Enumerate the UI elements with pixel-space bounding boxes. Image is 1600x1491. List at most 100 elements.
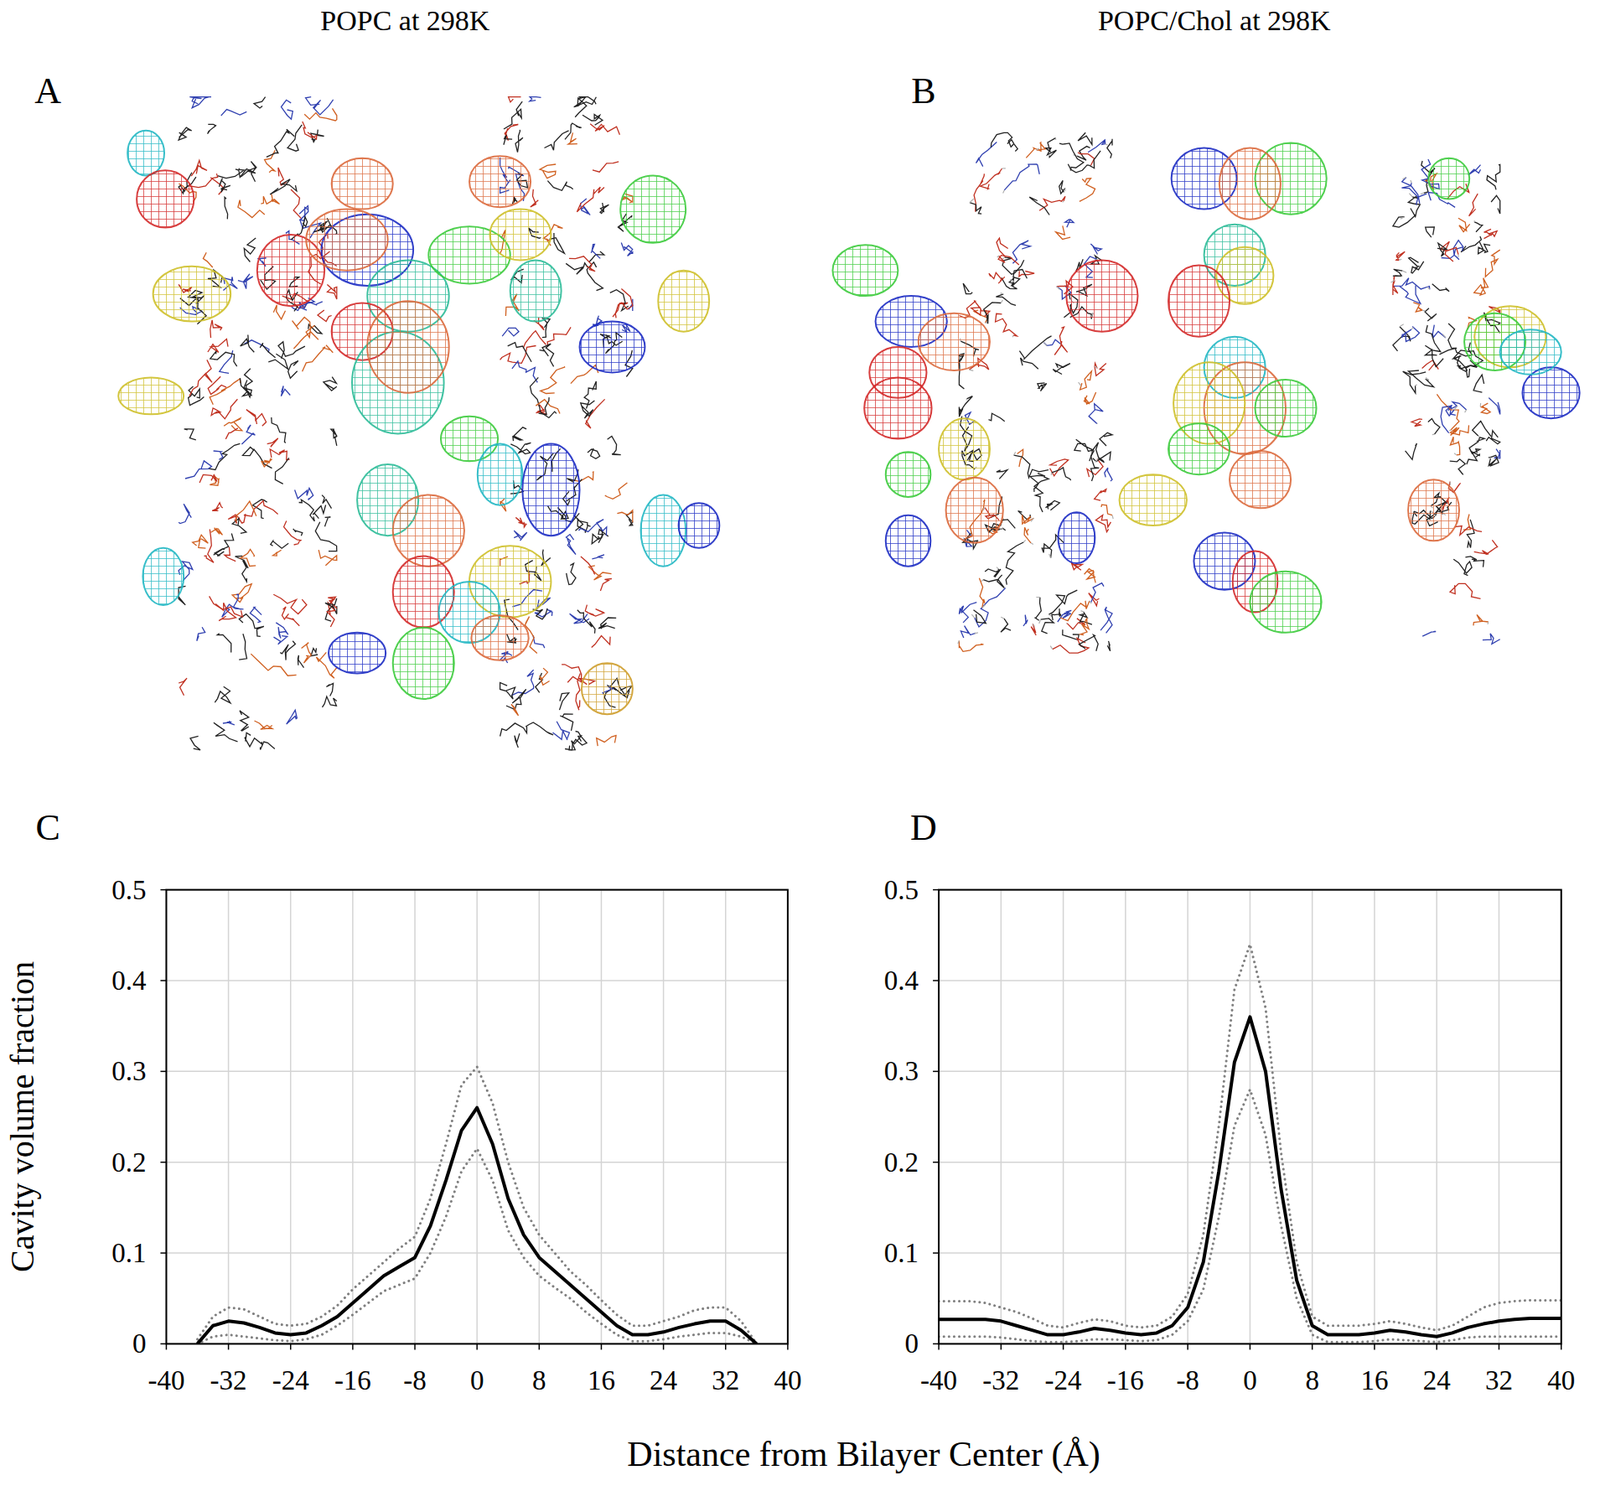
lipid-stick — [243, 238, 256, 263]
lipid-stick — [1392, 277, 1399, 296]
lipid-stick — [1060, 600, 1090, 622]
lipid-stick — [539, 164, 556, 179]
lipid-stick — [204, 529, 215, 564]
lipid-stick — [288, 361, 299, 379]
grid-line — [1062, 890, 1065, 1345]
plot-frame — [165, 890, 788, 1345]
lipid-stick — [515, 129, 523, 153]
x-tick-label: 0 — [470, 1365, 485, 1396]
hydrogen-stick — [1000, 616, 1005, 619]
hydrogen-stick — [1023, 539, 1026, 543]
cavity-mesh — [522, 444, 580, 537]
lipid-stick — [221, 109, 247, 117]
lipid-stick — [596, 735, 617, 746]
grid-line — [165, 1071, 788, 1073]
lipid-stick — [1424, 308, 1437, 322]
lipid-stick — [511, 669, 534, 696]
y-tick-label: 0.2 — [111, 1147, 146, 1178]
hydrogen-stick — [1399, 324, 1404, 327]
lipid-stick — [239, 368, 253, 397]
lipid-stick — [1411, 261, 1424, 274]
lipid-stick — [502, 327, 519, 337]
lipid-stick — [178, 503, 192, 523]
lipid-stick — [1023, 615, 1028, 627]
lipid-stick — [1482, 633, 1501, 645]
lipid-stick — [1040, 618, 1055, 634]
x-tick-label: -8 — [1175, 1365, 1200, 1396]
y-tick-label: 0 — [132, 1328, 147, 1359]
lipid-stick — [253, 97, 266, 109]
cavity-mesh — [489, 209, 551, 261]
lipid-stick — [260, 741, 275, 751]
lipid-stick — [1056, 225, 1071, 239]
cavity-mesh — [620, 175, 686, 243]
lipid-stick — [286, 709, 298, 725]
lipid-stick — [302, 345, 334, 373]
lipid-stick — [196, 626, 206, 642]
lipid-stick — [189, 97, 202, 104]
hydrogen-stick — [1457, 254, 1459, 258]
y-tick — [160, 1071, 166, 1073]
lipid-stick — [1488, 455, 1499, 467]
lipid-stick — [1101, 504, 1113, 516]
lipid-stick — [1012, 269, 1027, 286]
lipid-stick — [259, 342, 275, 358]
hydrogen-stick — [1486, 621, 1489, 625]
hydrogen-stick — [1055, 138, 1057, 140]
lipid-stick — [500, 683, 516, 700]
lipid-stick — [621, 243, 633, 257]
lipid-stick — [564, 123, 582, 140]
lipid-stick — [1019, 270, 1035, 276]
lipid-stick — [278, 341, 306, 359]
lipid-stick — [1059, 180, 1066, 194]
lipid-stick — [292, 317, 316, 338]
hydrogen-stick — [1474, 456, 1476, 459]
cavity-mesh — [1066, 259, 1138, 332]
lipid-stick — [566, 534, 577, 555]
lipid-stick — [1052, 363, 1071, 375]
lipid-stick — [1440, 405, 1455, 433]
grid-line — [938, 1161, 1562, 1164]
lipid-stick — [577, 610, 596, 634]
lipid-stick — [325, 605, 337, 622]
lipid-stick — [1436, 393, 1460, 430]
lipid-stick — [612, 302, 628, 317]
hydrogen-stick — [1410, 180, 1412, 183]
x-tick — [600, 1343, 603, 1350]
hydrogen-stick — [1003, 190, 1005, 194]
lipid-stick — [1432, 284, 1450, 292]
lipid-stick — [238, 274, 254, 290]
hydrogen-stick — [1411, 326, 1414, 330]
x-tick — [937, 1343, 940, 1350]
lipid-stick — [267, 438, 279, 447]
lipid-stick — [569, 613, 590, 624]
lipid-stick — [1048, 590, 1078, 615]
lipid-stick — [590, 244, 601, 259]
lipid-stick — [564, 731, 587, 751]
hydrogen-stick — [1095, 458, 1098, 462]
lipid-stick — [1052, 638, 1089, 654]
lipid-stick — [616, 510, 632, 523]
lipid-stick — [1022, 515, 1035, 525]
lipid-stick — [589, 251, 605, 263]
lipid-stick — [1402, 177, 1420, 206]
cavity-mesh — [1428, 158, 1470, 200]
lipid-stick — [232, 518, 247, 534]
lipid-stick — [1408, 257, 1420, 267]
lipid-stick — [1466, 451, 1480, 465]
cavity-mesh — [678, 502, 720, 549]
lipid-stick — [240, 548, 256, 566]
cavity-mesh — [469, 155, 531, 208]
hydrogen-stick — [1030, 517, 1034, 522]
y-tick — [932, 979, 939, 982]
x-tick-label: 0 — [1242, 1365, 1258, 1396]
x-tick-label: -24 — [272, 1365, 310, 1396]
lipid-stick — [507, 342, 532, 363]
lipid-stick — [325, 598, 337, 609]
x-tick — [1249, 1343, 1252, 1350]
lipid-stick — [240, 335, 255, 353]
hydrogen-stick — [1000, 300, 1003, 304]
lipid-stick — [598, 617, 617, 629]
lipid-stick — [225, 428, 239, 440]
series-line — [197, 1066, 757, 1344]
